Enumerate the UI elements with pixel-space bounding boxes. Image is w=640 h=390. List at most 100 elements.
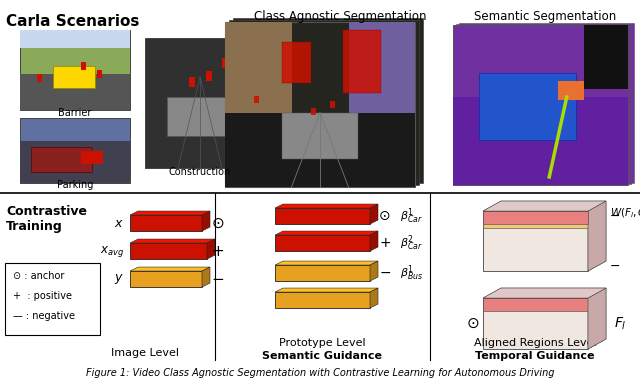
Text: +: + xyxy=(379,236,391,250)
Bar xyxy=(205,71,211,80)
Text: Prototype Level: Prototype Level xyxy=(278,338,365,348)
Bar xyxy=(584,25,628,89)
Text: ⊙: ⊙ xyxy=(379,209,391,223)
Text: Construction: Construction xyxy=(169,167,231,177)
Polygon shape xyxy=(588,288,606,349)
Text: Aligned Regions Level: Aligned Regions Level xyxy=(474,338,596,348)
Bar xyxy=(349,22,415,113)
Text: $W(F_l, O_{-1,j})$: $W(F_l, O_{-1,j})$ xyxy=(610,207,640,222)
Text: Carla Scenarios: Carla Scenarios xyxy=(6,14,140,29)
Text: $\beta^1_{Bus}$: $\beta^1_{Bus}$ xyxy=(400,263,423,283)
Polygon shape xyxy=(130,239,215,243)
Bar xyxy=(459,23,634,183)
Text: Temporal Guidance: Temporal Guidance xyxy=(476,351,595,361)
Bar xyxy=(81,62,86,70)
Polygon shape xyxy=(370,288,378,308)
Bar xyxy=(31,147,92,172)
Bar xyxy=(310,108,316,115)
Bar xyxy=(330,101,335,108)
Bar xyxy=(53,66,95,89)
Bar xyxy=(483,211,588,228)
Bar xyxy=(229,20,419,185)
Bar xyxy=(253,96,259,103)
Polygon shape xyxy=(202,211,210,231)
Bar xyxy=(189,77,195,87)
Text: Barrier: Barrier xyxy=(58,108,92,118)
Bar xyxy=(483,298,588,311)
Bar xyxy=(343,30,381,93)
Text: −: − xyxy=(212,271,225,287)
Bar xyxy=(130,271,202,287)
Bar xyxy=(479,73,575,140)
Polygon shape xyxy=(275,231,378,235)
Text: Figure 1: Video Class Agnostic Segmentation with Contrastive Learning for Autono: Figure 1: Video Class Agnostic Segmentat… xyxy=(86,368,554,378)
Text: +: + xyxy=(212,243,225,259)
Polygon shape xyxy=(370,204,378,224)
Text: ⊙ : anchor: ⊙ : anchor xyxy=(13,271,65,281)
Polygon shape xyxy=(588,288,606,349)
Text: Image Level: Image Level xyxy=(111,348,179,358)
Text: Semantic Segmentation: Semantic Segmentation xyxy=(474,10,616,23)
Bar xyxy=(275,292,370,308)
Text: −: − xyxy=(379,266,391,280)
Text: Contrastive
Training: Contrastive Training xyxy=(6,205,87,233)
Polygon shape xyxy=(130,211,210,215)
Text: Parking: Parking xyxy=(57,180,93,190)
Bar xyxy=(233,18,423,183)
Bar xyxy=(145,38,255,168)
Polygon shape xyxy=(483,288,606,298)
Text: Semantic Guidance: Semantic Guidance xyxy=(262,351,382,361)
Polygon shape xyxy=(483,288,606,298)
Bar xyxy=(5,263,100,335)
Polygon shape xyxy=(207,239,215,259)
Text: — : negative: — : negative xyxy=(13,311,75,321)
Bar xyxy=(222,57,228,67)
Bar xyxy=(167,96,233,135)
Bar xyxy=(275,265,370,281)
Bar xyxy=(453,97,628,185)
Bar xyxy=(225,113,415,187)
Polygon shape xyxy=(483,201,606,211)
Text: $x$: $x$ xyxy=(114,216,124,230)
Polygon shape xyxy=(275,261,378,265)
Text: $\beta^2_{Car}$: $\beta^2_{Car}$ xyxy=(400,233,423,253)
Bar xyxy=(20,141,130,183)
Polygon shape xyxy=(588,201,606,271)
Polygon shape xyxy=(130,267,210,271)
Bar xyxy=(225,22,291,113)
Polygon shape xyxy=(202,267,210,287)
Polygon shape xyxy=(275,204,378,208)
Text: +  : positive: + : positive xyxy=(13,291,72,301)
Bar xyxy=(558,81,584,100)
Bar xyxy=(225,22,415,187)
Text: $\beta^1_{Car}$: $\beta^1_{Car}$ xyxy=(400,206,423,226)
Bar xyxy=(456,24,631,184)
Bar xyxy=(453,25,628,185)
Polygon shape xyxy=(275,288,378,292)
Text: $F_l$: $F_l$ xyxy=(614,316,627,332)
Bar xyxy=(81,151,102,163)
Polygon shape xyxy=(483,201,606,211)
Bar xyxy=(20,30,130,48)
Bar xyxy=(282,113,358,159)
Bar xyxy=(130,215,202,231)
Bar xyxy=(483,211,588,271)
Text: −: − xyxy=(610,209,621,223)
Bar xyxy=(282,42,310,83)
Text: −: − xyxy=(610,260,621,273)
Bar xyxy=(97,70,102,78)
Bar xyxy=(275,208,370,224)
Bar xyxy=(20,74,130,110)
Bar xyxy=(275,235,370,251)
Text: $y$: $y$ xyxy=(114,272,124,286)
Text: $x_{avg}$: $x_{avg}$ xyxy=(100,243,124,259)
Text: ⊙: ⊙ xyxy=(212,216,225,230)
Polygon shape xyxy=(370,231,378,251)
Bar xyxy=(483,298,588,349)
Bar xyxy=(20,118,130,183)
Polygon shape xyxy=(588,201,606,271)
Text: Class Agnostic Segmentation: Class Agnostic Segmentation xyxy=(253,10,426,23)
Polygon shape xyxy=(370,261,378,281)
Bar xyxy=(20,30,130,110)
Text: ⊙: ⊙ xyxy=(467,316,479,331)
